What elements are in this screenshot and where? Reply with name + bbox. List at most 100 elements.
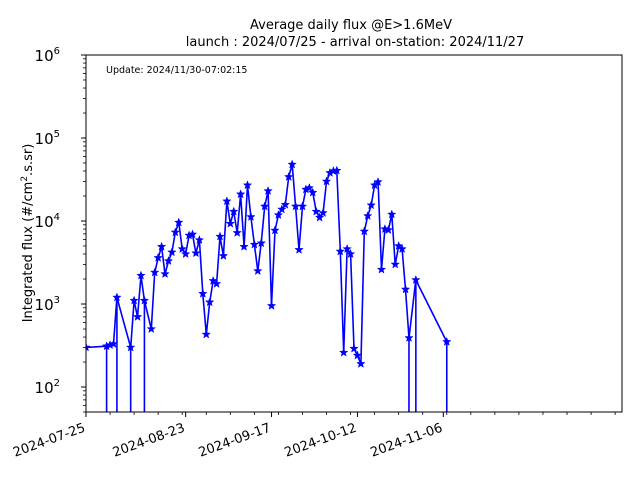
data-point-marker <box>160 268 170 279</box>
data-point-marker <box>191 248 201 258</box>
data-point-marker <box>259 201 270 211</box>
data-point-marker <box>187 229 198 239</box>
data-point-marker <box>366 200 376 210</box>
data-point-marker <box>383 224 394 235</box>
data-point-marker <box>222 196 232 206</box>
x-tick-label: 2024-11-06 <box>369 421 445 461</box>
data-point-marker <box>404 332 414 343</box>
y-tick-exponent: 3 <box>54 295 60 306</box>
y-axis-label-sup: 2 <box>20 176 30 182</box>
y-axis-label-tail: .s.sr) <box>21 144 36 176</box>
data-point-marker <box>304 182 315 193</box>
data-point-marker <box>201 329 212 339</box>
data-point-marker <box>376 264 387 274</box>
y-tick-base: 10 <box>35 379 54 397</box>
y-tick-label: 103 <box>35 295 60 314</box>
data-point-marker <box>132 311 143 321</box>
data-point-marker <box>287 159 297 169</box>
x-tick-label: 2024-09-17 <box>197 421 273 461</box>
data-point-marker <box>167 247 177 257</box>
series-group <box>86 159 452 412</box>
data-point-marker <box>411 274 421 285</box>
y-axis-label: Integrated flux (#/cm2.s.sr) <box>20 144 36 323</box>
data-point-marker <box>149 267 160 277</box>
y-axis-label-main: Integrated flux (#/cm <box>21 182 36 323</box>
data-point-marker <box>283 171 294 181</box>
y-tick-exponent: 5 <box>54 129 60 140</box>
data-point-marker <box>129 295 139 305</box>
data-point-marker <box>242 180 253 190</box>
data-point-marker <box>156 241 167 251</box>
data-point-marker <box>253 265 263 276</box>
data-point-marker <box>273 210 284 220</box>
data-point-marker <box>139 295 150 305</box>
data-point-marker <box>180 249 191 259</box>
data-point-marker <box>225 218 236 228</box>
data-point-marker <box>198 288 208 298</box>
y-tick-exponent: 6 <box>54 46 60 57</box>
series-line <box>86 163 448 365</box>
data-point-marker <box>112 292 122 302</box>
data-point-marker <box>277 204 287 214</box>
data-point-marker <box>270 225 280 235</box>
data-point-marker <box>442 336 452 346</box>
data-point-marker <box>249 239 260 249</box>
chart-title-line2: launch : 2024/07/25 - arrival on-station… <box>186 35 524 50</box>
data-point-marker <box>318 207 328 218</box>
data-point-marker <box>204 297 215 307</box>
data-point-marker <box>215 231 225 241</box>
data-point-marker <box>228 206 239 216</box>
data-point-marker <box>177 243 187 254</box>
data-point-marker <box>311 206 321 216</box>
data-point-marker <box>297 201 308 211</box>
data-point-marker <box>352 350 363 360</box>
data-point-marker <box>397 243 407 254</box>
data-point-marker <box>153 252 163 262</box>
data-point-marker <box>390 259 400 269</box>
data-point-marker <box>146 323 157 334</box>
y-tick-base: 10 <box>35 296 54 314</box>
x-tick-label: 2024-08-23 <box>111 421 187 461</box>
data-point-marker <box>314 212 325 222</box>
data-point-marker <box>256 238 266 248</box>
y-tick-exponent: 2 <box>54 378 60 389</box>
plot-frame <box>85 54 623 413</box>
data-point-marker <box>387 209 397 219</box>
y-tick-label: 102 <box>35 378 60 397</box>
data-point-marker <box>349 343 359 353</box>
data-point-marker <box>108 338 119 349</box>
data-point-marker <box>338 347 349 357</box>
data-point-marker <box>86 342 91 352</box>
y-tick-base: 10 <box>35 47 54 65</box>
data-point-marker <box>400 284 411 294</box>
data-point-marker <box>246 211 256 221</box>
data-point-marker <box>266 300 277 310</box>
data-point-marker <box>174 217 184 227</box>
chart-title-line1: Average daily flux @E>1.6MeV <box>250 18 452 33</box>
x-tick-label: 2024-07-25 <box>11 421 87 461</box>
data-point-marker <box>239 241 249 251</box>
y-tick-base: 10 <box>35 130 54 148</box>
y-tick-label: 105 <box>35 129 60 148</box>
data-point-marker <box>332 165 342 175</box>
data-point-marker <box>163 255 174 266</box>
update-annotation: Update: 2024/11/30-07:02:15 <box>106 65 247 76</box>
data-point-marker <box>345 249 356 259</box>
data-point-marker <box>125 342 136 352</box>
data-point-marker <box>211 278 222 288</box>
y-tick-exponent: 4 <box>54 212 60 223</box>
data-point-marker <box>136 270 146 280</box>
data-point-marker <box>294 244 304 254</box>
data-point-marker <box>308 187 318 197</box>
data-point-marker <box>170 227 181 237</box>
y-tick-base: 10 <box>35 213 54 231</box>
data-point-marker <box>342 243 352 254</box>
x-tick-label: 2024-10-12 <box>283 421 359 461</box>
data-point-marker <box>263 185 273 196</box>
data-point-marker <box>218 250 229 260</box>
data-point-marker <box>362 210 373 221</box>
plot-data <box>86 159 452 412</box>
data-point-marker <box>194 235 205 245</box>
